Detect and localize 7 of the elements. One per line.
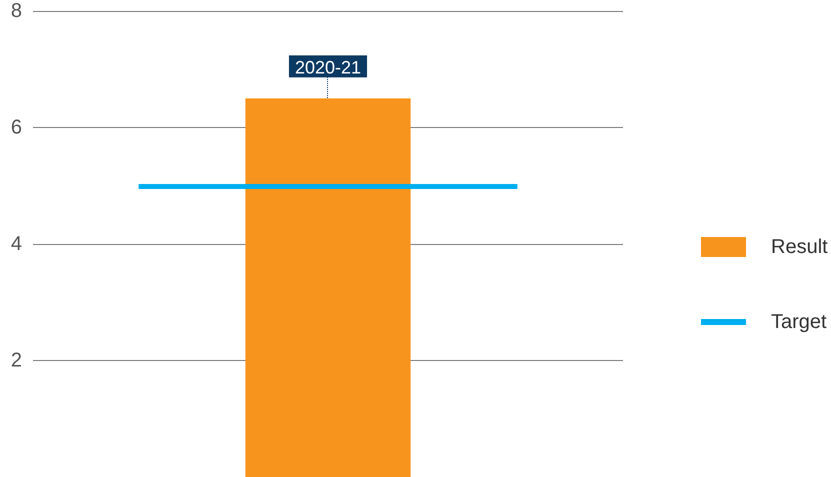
y-tick-label: 8 bbox=[10, 0, 22, 22]
legend-label: Target bbox=[771, 311, 828, 333]
y-tick-label: 2 bbox=[10, 350, 22, 372]
y-tick-label: 6 bbox=[10, 116, 22, 138]
legend-label: Result bbox=[771, 236, 828, 258]
y-tick-label: 4 bbox=[10, 233, 22, 255]
x-tick-label: 2020-21 bbox=[294, 57, 362, 78]
